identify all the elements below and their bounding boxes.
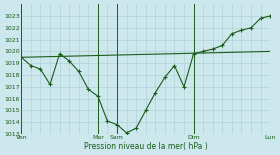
X-axis label: Pression niveau de la mer( hPa ): Pression niveau de la mer( hPa ) [84,142,207,151]
